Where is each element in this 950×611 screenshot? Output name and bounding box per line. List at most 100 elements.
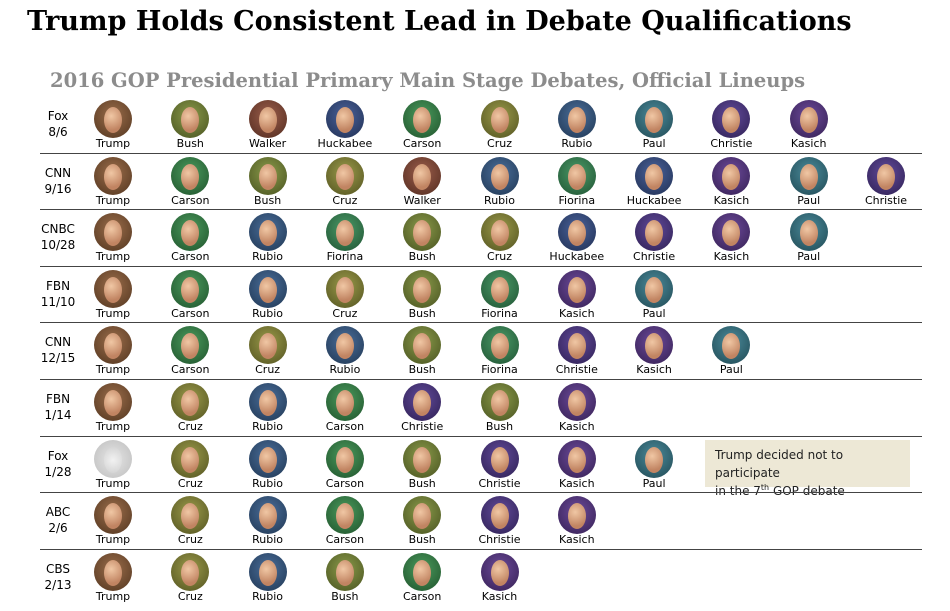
face xyxy=(490,559,509,586)
candidate-photo xyxy=(248,496,287,535)
candidate-photo xyxy=(325,213,364,252)
candidate-name: Carson xyxy=(402,137,442,150)
candidate-photo xyxy=(635,156,674,195)
candidate-name: Paul xyxy=(642,306,666,320)
candidate-name: Cruz xyxy=(177,476,203,490)
face xyxy=(335,163,354,190)
face xyxy=(413,503,432,530)
candidate-photo xyxy=(248,269,287,308)
candidate-photo xyxy=(325,439,364,478)
candidate-photo xyxy=(248,213,287,252)
candidate-name: Carson xyxy=(325,533,365,547)
face xyxy=(490,276,509,303)
candidate-photo xyxy=(403,383,442,421)
date: 12/15 xyxy=(40,351,76,366)
candidate-photo xyxy=(248,326,287,365)
face xyxy=(181,390,200,416)
network: FBN xyxy=(45,392,71,406)
candidate-photo xyxy=(480,496,519,535)
network: CNN xyxy=(44,335,72,350)
candidate-name: Carson xyxy=(402,589,442,603)
candidate-name: Cruz xyxy=(177,533,203,547)
candidate-name: Rubio xyxy=(561,137,593,150)
face xyxy=(258,276,277,303)
face xyxy=(258,390,277,416)
face xyxy=(645,163,664,190)
candidate-photo xyxy=(171,552,210,591)
candidate-name: Trump xyxy=(95,193,131,207)
date: 1/14 xyxy=(44,408,72,422)
candidate-photo xyxy=(248,439,287,478)
candidate-name: Rubio xyxy=(329,363,361,377)
candidate-photo xyxy=(403,439,442,478)
face xyxy=(181,446,200,473)
candidate-name: Bush xyxy=(253,193,282,207)
candidate-photo xyxy=(635,439,674,478)
candidate-name: Paul xyxy=(719,363,743,377)
candidate-name: Paul xyxy=(642,137,666,150)
face xyxy=(181,333,200,360)
candidate-name: Rubio xyxy=(484,193,515,207)
candidate-name: Huckabee xyxy=(626,193,682,207)
candidate-photo xyxy=(248,100,287,138)
date: 11/10 xyxy=(40,294,76,309)
candidate-name: Christie xyxy=(478,533,521,547)
candidate-photo xyxy=(171,269,210,308)
candidate-photo xyxy=(557,439,596,478)
candidate-name: Cruz xyxy=(177,420,203,433)
face xyxy=(567,333,586,360)
candidate-photo xyxy=(480,269,519,308)
candidate-name: Kasich xyxy=(713,250,750,264)
face xyxy=(258,220,277,247)
face xyxy=(413,559,432,586)
candidate-name: Rubio xyxy=(252,420,284,433)
face xyxy=(799,107,818,133)
candidate-name: Bush xyxy=(408,533,436,547)
candidate-photo xyxy=(403,496,442,535)
candidate-name: Trump xyxy=(95,476,131,490)
face xyxy=(335,503,354,530)
face xyxy=(799,163,818,190)
candidate-photo xyxy=(325,269,364,308)
candidate-name: Cruz xyxy=(255,363,281,377)
face xyxy=(567,390,586,416)
note-text: GOP debate xyxy=(769,484,845,498)
candidate-photo xyxy=(789,213,828,252)
face xyxy=(722,220,741,247)
network: FBN xyxy=(45,278,71,293)
candidate-photo xyxy=(94,213,132,252)
face xyxy=(335,390,354,416)
face xyxy=(567,503,586,530)
candidate-name: Kasich xyxy=(559,306,595,320)
face xyxy=(413,107,432,133)
candidate-name: Christie xyxy=(710,137,753,150)
note: Trump decided not to participate in the … xyxy=(705,440,910,498)
candidate-photo xyxy=(789,156,828,195)
note-text: in the 7 xyxy=(715,484,761,498)
candidate-photo xyxy=(171,383,210,421)
candidate-name: Christie xyxy=(401,420,444,433)
candidate-photo xyxy=(248,552,287,591)
row-separator xyxy=(40,379,922,380)
candidate-name: Kasich xyxy=(481,589,518,603)
face xyxy=(335,276,354,303)
face xyxy=(490,220,509,247)
face xyxy=(258,107,277,133)
face xyxy=(104,503,122,530)
face xyxy=(490,107,509,133)
face xyxy=(335,107,354,133)
candidate-name: Carson xyxy=(325,476,365,490)
candidate-photo xyxy=(171,439,210,478)
candidate-name: Rubio xyxy=(252,589,284,603)
network: Fox xyxy=(47,109,69,123)
candidate-name: Kasich xyxy=(559,476,595,490)
candidate-photo xyxy=(557,213,596,252)
face xyxy=(799,220,818,247)
candidate-name: Cruz xyxy=(332,306,358,320)
row-separator xyxy=(40,492,922,494)
candidate-name: Kasich xyxy=(790,137,827,150)
candidate-photo xyxy=(480,383,519,421)
candidate-name: Bush xyxy=(408,363,436,377)
candidate-name: Christie xyxy=(478,476,521,490)
face xyxy=(722,333,741,360)
